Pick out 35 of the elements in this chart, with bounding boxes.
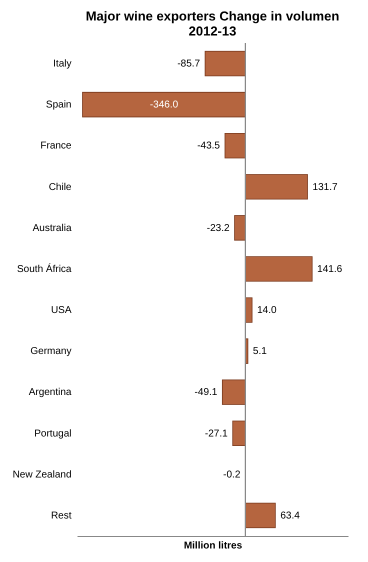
y-tick-label: Portugal xyxy=(34,428,72,440)
bar xyxy=(245,174,308,200)
y-tick-label: Germany xyxy=(30,346,72,358)
data-label: -346.0 xyxy=(150,100,179,111)
y-tick-label: Argentina xyxy=(28,387,72,398)
chart-title: Major wine exporters Change in volumen 2012-13 xyxy=(86,8,340,38)
data-label: -27.1 xyxy=(204,428,228,440)
y-tick-label: Chile xyxy=(48,182,72,193)
data-label: -49.1 xyxy=(194,387,218,398)
y-tick-label: South África xyxy=(17,262,72,275)
y-tick-label: USA xyxy=(50,305,72,316)
data-label: 141.6 xyxy=(317,264,343,275)
bar xyxy=(222,379,246,405)
data-label: 131.7 xyxy=(312,182,338,193)
x-axis-title: Million litres xyxy=(184,540,243,552)
bar xyxy=(245,256,313,282)
bar xyxy=(224,132,246,158)
bar xyxy=(234,215,246,241)
y-tick-label: Australia xyxy=(32,222,72,234)
y-tick-label: France xyxy=(40,140,72,152)
bar xyxy=(232,420,246,446)
bar xyxy=(82,92,246,118)
data-label: 63.4 xyxy=(280,510,300,522)
data-label: -23.2 xyxy=(206,222,230,234)
data-label: -0.2 xyxy=(223,469,241,480)
y-tick-label: Rest xyxy=(50,510,72,522)
data-label: 14.0 xyxy=(257,305,277,316)
data-label: -43.5 xyxy=(197,140,220,152)
data-label: 5.1 xyxy=(252,346,268,358)
y-tick-label: New Zealand xyxy=(12,469,72,480)
y-tick-label: Italy xyxy=(53,58,72,70)
y-tick-label: Spain xyxy=(46,100,72,111)
data-label: -85.7 xyxy=(177,58,201,70)
bar xyxy=(204,50,246,76)
bar xyxy=(245,502,276,528)
